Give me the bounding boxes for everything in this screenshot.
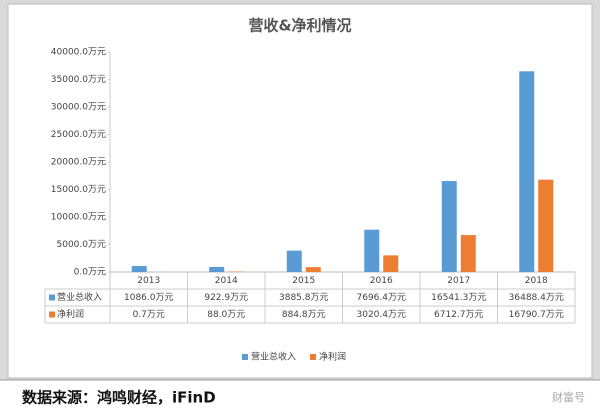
y-tick-label: 20000.0万元 [51, 158, 106, 168]
bar [131, 266, 147, 272]
table-value: 3885.8万元 [279, 293, 329, 303]
bar [519, 71, 535, 272]
y-tick-label: 35000.0万元 [51, 75, 106, 85]
series-label: 净利润 [57, 308, 84, 320]
x-tick-label: 2015 [292, 276, 315, 286]
table-value: 1086.0万元 [124, 293, 174, 303]
table-value: 0.7万元 [133, 310, 165, 320]
x-tick-label: 2013 [137, 276, 160, 286]
table-value: 922.9万元 [204, 293, 248, 303]
bar [305, 267, 321, 272]
table-value: 88.0万元 [207, 310, 245, 320]
table-value: 16790.7万元 [509, 310, 564, 320]
bar [383, 255, 399, 272]
series-label: 营业总收入 [57, 291, 102, 303]
legend-swatch [310, 354, 317, 360]
table-value: 7696.4万元 [357, 293, 407, 303]
table-value: 3020.4万元 [357, 310, 407, 320]
watermark: 财富号 [552, 390, 585, 404]
y-tick-label: 0.0万元 [74, 268, 106, 278]
y-tick-label: 5000.0万元 [57, 240, 107, 250]
legend-label: 营业总收入 [251, 351, 296, 363]
bar [286, 250, 302, 272]
table-value: 16541.3万元 [431, 293, 486, 303]
table-legend-swatch [49, 294, 55, 301]
table-legend-swatch [49, 311, 55, 318]
table-value: 884.8万元 [282, 310, 326, 320]
legend-label: 净利润 [319, 351, 346, 363]
chart-title: 营收&净利情况 [248, 17, 351, 35]
y-tick-label: 30000.0万元 [51, 103, 106, 113]
bar [209, 266, 225, 272]
chart-area [7, 3, 593, 379]
footer-bar [0, 380, 600, 416]
x-tick-label: 2018 [525, 276, 548, 286]
legend-swatch [242, 354, 248, 360]
y-tick-label: 15000.0万元 [51, 185, 106, 195]
bar [441, 181, 457, 272]
bar [364, 229, 380, 272]
x-tick-label: 2014 [215, 276, 238, 286]
x-tick-label: 2016 [370, 276, 393, 286]
y-tick-label: 25000.0万元 [51, 130, 106, 140]
table-value: 36488.4万元 [509, 293, 564, 303]
source-note: 数据来源：鸿鸣财经，iFinD [22, 389, 216, 407]
y-tick-label: 10000.0万元 [51, 213, 106, 223]
table-value: 6712.7万元 [434, 310, 484, 320]
bar [538, 179, 554, 272]
y-tick-label: 40000.0万元 [51, 48, 106, 58]
bar [460, 235, 476, 272]
x-tick-label: 2017 [447, 276, 470, 286]
